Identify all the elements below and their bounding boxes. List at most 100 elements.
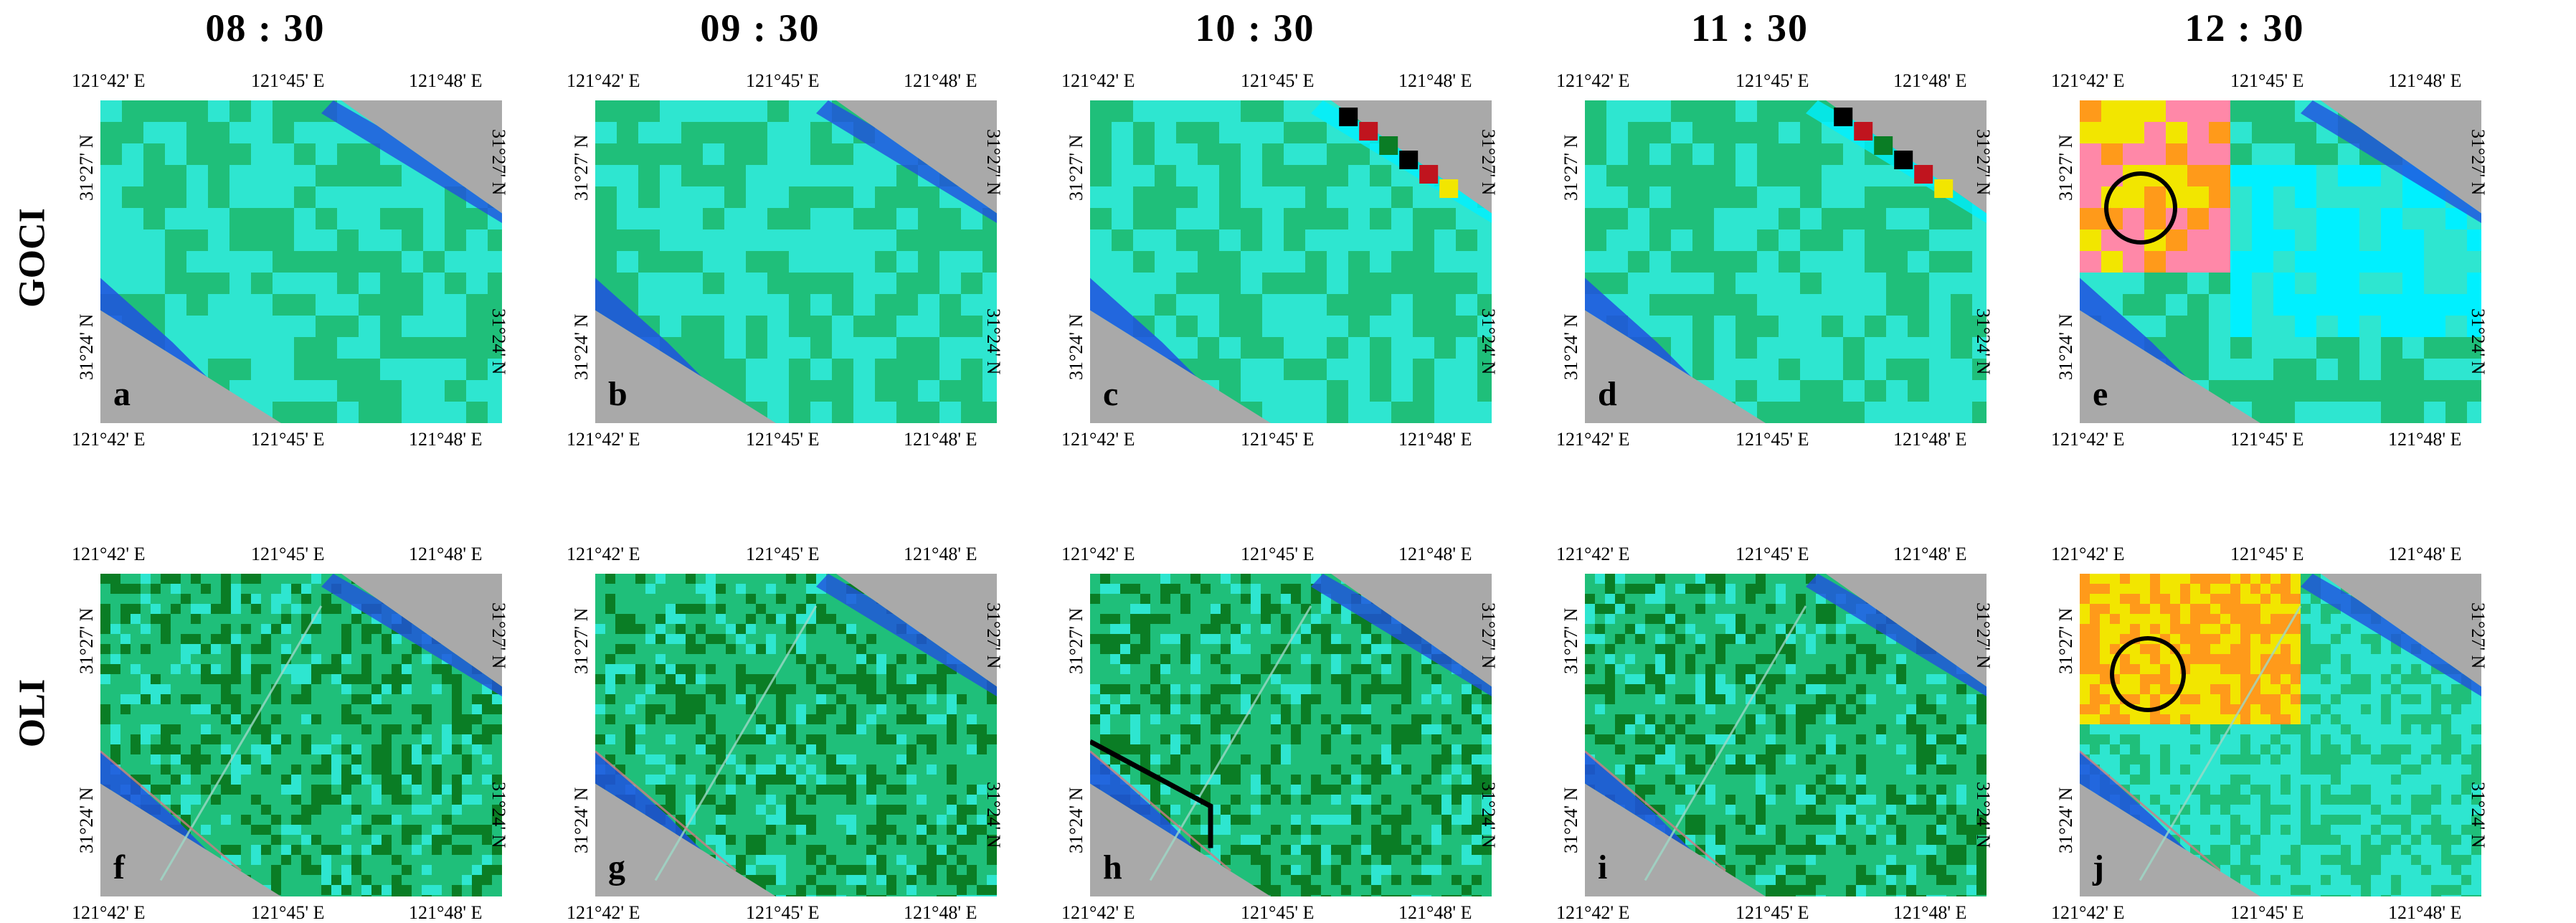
map-panel-e: e <box>2080 100 2481 423</box>
time-header-1030: 10 : 30 <box>1054 6 1456 50</box>
map-image-b <box>595 100 997 423</box>
lon-bottom-f-1: 121°45' E <box>251 904 324 922</box>
time-header-0930: 09 : 30 <box>559 6 961 50</box>
lon-bottom-c-2: 121°48' E <box>1398 430 1472 449</box>
lon-bottom-i-2: 121°48' E <box>1893 904 1966 922</box>
lon-top-a-2: 121°48' E <box>409 72 482 90</box>
lat-left-j-0: 31°27' N <box>2057 608 2075 674</box>
lat-right-a-1: 31°24' N <box>489 308 508 374</box>
lat-left-h-0: 31°27' N <box>1067 608 1086 674</box>
lat-left-e-0: 31°27' N <box>2057 135 2075 201</box>
map-panel-b: b <box>595 100 997 423</box>
lon-bottom-j-1: 121°45' E <box>2230 904 2303 922</box>
lat-left-c-0: 31°27' N <box>1067 135 1086 201</box>
lon-bottom-f-0: 121°42' E <box>72 904 145 922</box>
lon-top-a-1: 121°45' E <box>251 72 324 90</box>
lon-bottom-g-0: 121°42' E <box>567 904 640 922</box>
map-image-g <box>595 574 997 896</box>
lon-top-c-0: 121°42' E <box>1061 72 1135 90</box>
map-panel-g: g <box>595 574 997 896</box>
time-header-1230: 12 : 30 <box>2044 6 2445 50</box>
lon-bottom-g-1: 121°45' E <box>746 904 819 922</box>
lat-left-d-0: 31°27' N <box>1562 135 1581 201</box>
lon-bottom-h-2: 121°48' E <box>1398 904 1472 922</box>
lon-top-b-2: 121°48' E <box>904 72 977 90</box>
lat-right-g-0: 31°27' N <box>984 602 1003 668</box>
lon-bottom-c-0: 121°42' E <box>1061 430 1135 449</box>
lat-right-f-1: 31°24' N <box>489 782 508 848</box>
lon-top-d-0: 121°42' E <box>1556 72 1629 90</box>
lon-top-b-0: 121°42' E <box>567 72 640 90</box>
lon-bottom-d-1: 121°45' E <box>1736 430 1809 449</box>
lon-bottom-e-0: 121°42' E <box>2051 430 2124 449</box>
lon-top-i-1: 121°45' E <box>1736 545 1809 564</box>
time-header-1130: 11 : 30 <box>1549 6 1951 50</box>
lon-bottom-g-2: 121°48' E <box>904 904 977 922</box>
lon-top-e-1: 121°45' E <box>2230 72 2303 90</box>
lat-left-i-1: 31°24' N <box>1562 787 1581 853</box>
lat-left-j-1: 31°24' N <box>2057 787 2075 853</box>
lon-top-h-0: 121°42' E <box>1061 545 1135 564</box>
lat-right-e-0: 31°27' N <box>2468 129 2487 195</box>
map-image-f <box>100 574 502 896</box>
lat-right-e-1: 31°24' N <box>2468 308 2487 374</box>
lon-top-i-0: 121°42' E <box>1556 545 1629 564</box>
lon-bottom-c-1: 121°45' E <box>1241 430 1314 449</box>
lat-left-i-0: 31°27' N <box>1562 608 1581 674</box>
map-image-h <box>1090 574 1492 896</box>
panel-letter-g: g <box>608 851 625 885</box>
lat-right-h-0: 31°27' N <box>1479 602 1497 668</box>
lat-right-c-0: 31°27' N <box>1479 129 1497 195</box>
lon-bottom-a-0: 121°42' E <box>72 430 145 449</box>
map-image-a <box>100 100 502 423</box>
map-panel-f: f <box>100 574 502 896</box>
panel-letter-a: a <box>113 377 131 412</box>
lat-right-j-1: 31°24' N <box>2468 782 2487 848</box>
lat-right-i-0: 31°27' N <box>1974 602 1992 668</box>
lon-bottom-b-0: 121°42' E <box>567 430 640 449</box>
map-image-j <box>2080 574 2481 896</box>
lon-bottom-a-2: 121°48' E <box>409 430 482 449</box>
panel-letter-b: b <box>608 377 628 412</box>
lon-bottom-h-0: 121°42' E <box>1061 904 1135 922</box>
panel-letter-h: h <box>1103 851 1122 885</box>
lon-top-f-0: 121°42' E <box>72 545 145 564</box>
lon-bottom-j-2: 121°48' E <box>2388 904 2461 922</box>
lon-top-d-2: 121°48' E <box>1893 72 1966 90</box>
lat-left-c-1: 31°24' N <box>1067 314 1086 380</box>
lon-bottom-f-2: 121°48' E <box>409 904 482 922</box>
time-header-0830: 08 : 30 <box>65 6 466 50</box>
lon-bottom-i-0: 121°42' E <box>1556 904 1629 922</box>
lon-top-j-0: 121°42' E <box>2051 545 2124 564</box>
lon-top-c-1: 121°45' E <box>1241 72 1314 90</box>
lon-top-h-2: 121°48' E <box>1398 545 1472 564</box>
lat-left-f-0: 31°27' N <box>77 608 96 674</box>
lat-left-h-1: 31°24' N <box>1067 787 1086 853</box>
lat-right-c-1: 31°24' N <box>1479 308 1497 374</box>
map-panel-d: d <box>1585 100 1987 423</box>
row-label-oli: OLI <box>11 642 54 785</box>
map-panel-i: i <box>1585 574 1987 896</box>
lat-left-f-1: 31°24' N <box>77 787 96 853</box>
panel-letter-i: i <box>1598 851 1607 885</box>
lon-top-f-1: 121°45' E <box>251 545 324 564</box>
lon-bottom-e-2: 121°48' E <box>2388 430 2461 449</box>
panel-letter-d: d <box>1598 377 1617 412</box>
lat-right-i-1: 31°24' N <box>1974 782 1992 848</box>
lon-bottom-b-1: 121°45' E <box>746 430 819 449</box>
map-panel-c: c <box>1090 100 1492 423</box>
lat-right-b-1: 31°24' N <box>984 308 1003 374</box>
map-panel-j: j <box>2080 574 2481 896</box>
map-image-e <box>2080 100 2481 423</box>
map-panel-a: a <box>100 100 502 423</box>
lon-bottom-d-0: 121°42' E <box>1556 430 1629 449</box>
map-panel-h: h <box>1090 574 1492 896</box>
lon-top-g-2: 121°48' E <box>904 545 977 564</box>
lon-top-e-2: 121°48' E <box>2388 72 2461 90</box>
lon-top-g-1: 121°45' E <box>746 545 819 564</box>
lon-top-i-2: 121°48' E <box>1893 545 1966 564</box>
map-image-i <box>1585 574 1987 896</box>
lon-top-e-0: 121°42' E <box>2051 72 2124 90</box>
lat-left-a-0: 31°27' N <box>77 135 96 201</box>
lon-top-g-0: 121°42' E <box>567 545 640 564</box>
